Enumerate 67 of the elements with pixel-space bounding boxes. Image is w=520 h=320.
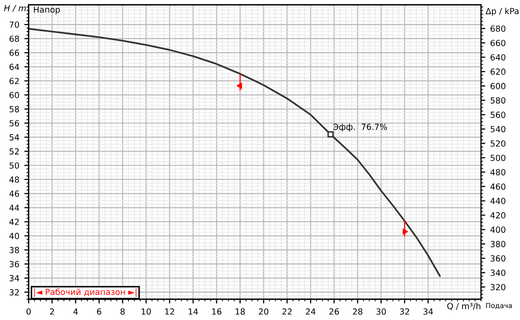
x-tick-label: 6 — [97, 308, 102, 315]
x-tick-label: 0 — [26, 308, 31, 315]
x-tick-label: 30 — [376, 308, 386, 315]
y2-tick-label: 420 — [490, 212, 506, 218]
y-tick-label: 48 — [9, 176, 19, 183]
y-tick-label: 58 — [10, 106, 19, 112]
x-tick-label: 14 — [188, 308, 198, 315]
y2-tick-label: 360 — [490, 255, 506, 262]
y-tick-label: 44 — [9, 204, 20, 211]
x-tick-label: 18 — [236, 308, 245, 315]
y2-tick-label: 580 — [490, 97, 506, 104]
y-tick-label: 32 — [10, 289, 19, 296]
y-tick-label: 64 — [10, 64, 20, 70]
y-tick-label: 66 — [10, 50, 20, 56]
x-tick-label: 2 — [50, 308, 54, 315]
y-tick-label: 46 — [9, 190, 20, 197]
y2-tick-label: 680 — [490, 25, 506, 32]
x-tick-label: 4 — [73, 308, 78, 315]
y-tick-label: 62 — [10, 78, 19, 84]
annotation: Эфф. 76.7% — [333, 124, 387, 132]
x-tick-label: 22 — [282, 308, 292, 315]
x-tick-label: 12 — [165, 308, 174, 315]
x-tick-label: 16 — [212, 308, 222, 315]
x-tick-label: 32 — [400, 308, 410, 315]
y2-tick-label: 320 — [490, 284, 506, 290]
y-tick-label: 60 — [10, 92, 20, 98]
y2-tick-label: 500 — [490, 154, 506, 162]
y-tick-label: 68 — [10, 36, 19, 42]
point — [327, 131, 334, 138]
y-tick-label: 38 — [10, 246, 19, 254]
y2-tick-label: 520 — [490, 140, 506, 147]
y2-tick-label: 620 — [490, 68, 506, 75]
y-tick-label: 52 — [10, 148, 19, 155]
y2-tick-label: 540 — [490, 126, 506, 132]
point — [236, 82, 242, 90]
y-tick-label: 36 — [10, 260, 20, 268]
y2-tick-label: 440 — [490, 198, 506, 204]
y-tick-label: 70 — [10, 22, 20, 28]
y-tick-label: 40 — [9, 232, 20, 240]
y2-tick-label: 660 — [490, 40, 506, 46]
x-tick-label: 26 — [329, 308, 339, 315]
annotation: |◄ Рабочий диапазон ►| — [34, 288, 136, 297]
chart-title: Напор — [34, 6, 60, 14]
y2-tick-label: 340 — [490, 270, 506, 276]
point — [402, 228, 408, 235]
y-tick-label: 56 — [10, 120, 20, 126]
y2-tick-label: 480 — [490, 169, 506, 176]
x-tick-label: 10 — [142, 308, 151, 315]
y2-tick-label: 640 — [490, 54, 506, 60]
y-axis-title: H / m — [4, 5, 26, 12]
x-tick-label: 24 — [306, 308, 316, 315]
x-tick-label: 34 — [423, 308, 433, 315]
y2-tick-label: 380 — [490, 240, 506, 248]
y2-tick-label: 600 — [490, 82, 506, 90]
y2-tick-label: 560 — [490, 112, 506, 118]
line-series — [28, 28, 441, 277]
y-tick-label: 34 — [10, 275, 20, 282]
y2-axis-title: Δp / kPa — [486, 8, 518, 16]
y2-tick-label: 400 — [490, 226, 506, 233]
y2-tick-label: 460 — [490, 183, 506, 190]
x-axis-title: Q / m³/h — [447, 302, 480, 310]
x-tick-label: 28 — [352, 308, 362, 315]
y-tick-label: 50 — [10, 162, 20, 169]
y-tick-label: 54 — [10, 134, 20, 140]
y-tick-label: 42 — [9, 218, 19, 225]
x-tick-label: 20 — [258, 308, 268, 315]
x-tick-label: 8 — [120, 308, 125, 315]
